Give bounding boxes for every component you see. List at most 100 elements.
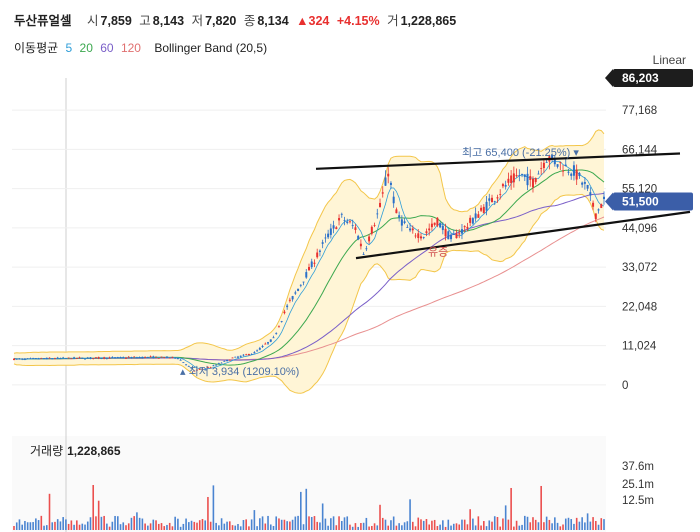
indicator-legend[interactable]: 이동평균 5 20 60 120 Bollinger Band (20,5) — [14, 39, 271, 56]
candle-body — [376, 213, 379, 215]
volume-bar — [442, 520, 444, 530]
candle-body — [351, 225, 354, 226]
volume-bar — [239, 526, 242, 530]
volume-bar — [32, 522, 34, 530]
volume-bar — [564, 518, 567, 530]
candle-body — [537, 173, 540, 175]
candle-body — [313, 262, 316, 264]
candle-body — [463, 226, 466, 228]
volume-bar — [379, 504, 381, 530]
candle-body — [354, 227, 357, 230]
volume-bar — [346, 516, 349, 530]
volume-bar — [354, 523, 357, 530]
candle-body — [261, 345, 264, 347]
candle-body — [425, 231, 428, 234]
candle-body — [343, 220, 346, 221]
candle-body — [103, 357, 106, 359]
volume-bar — [278, 518, 280, 530]
candle-body — [488, 198, 491, 201]
bollinger-upper-line — [13, 129, 605, 354]
volume-bar — [29, 522, 32, 530]
candle-body — [26, 358, 29, 360]
candle-body — [89, 357, 92, 359]
volume-bar — [411, 521, 414, 530]
candle-body — [452, 233, 455, 235]
candle-body — [165, 356, 168, 358]
volume-bar — [551, 523, 553, 530]
candle-body — [209, 367, 212, 369]
volume-bar — [496, 516, 499, 530]
close-label: 종 — [243, 14, 256, 28]
candle-body — [212, 365, 215, 367]
candle-body — [603, 196, 605, 200]
volume-bar — [422, 520, 425, 530]
candle-body — [242, 354, 245, 356]
y-tick-label: 11,024 — [622, 341, 657, 353]
volume-bar — [190, 520, 193, 530]
volume-bar — [447, 519, 450, 530]
volume-bar — [65, 519, 67, 530]
volume-bar — [248, 526, 250, 530]
low-annotation: ▴ 최저 3,934 (1209.10%) — [180, 365, 299, 378]
candle-body — [155, 356, 158, 358]
volume-bar — [37, 520, 40, 530]
candle-body — [196, 369, 199, 371]
stock-name: 두산퓨얼셀 — [14, 14, 72, 28]
volume-bar — [545, 516, 548, 530]
volume-bar — [485, 526, 488, 530]
candle-body — [34, 358, 37, 359]
candle-body — [272, 337, 275, 339]
volume-bar — [392, 516, 395, 530]
volume-bar — [332, 516, 335, 530]
candle-body — [335, 227, 338, 230]
candle-body — [518, 175, 521, 176]
volume-bar — [521, 524, 523, 530]
candle-body — [297, 288, 300, 291]
volume-bar — [163, 526, 166, 530]
candle-body — [403, 221, 406, 223]
candle-body — [15, 358, 18, 360]
volume-bar — [228, 521, 231, 530]
volume-bar — [283, 519, 286, 530]
volume-bar — [480, 525, 482, 530]
volume-bar — [510, 487, 512, 530]
current-price-tag-arrow — [605, 192, 613, 211]
volume-bar — [513, 526, 515, 530]
candle-body — [485, 201, 488, 211]
volume-bar — [144, 523, 146, 530]
volume-bar — [324, 518, 327, 530]
change-value: ▲324 — [296, 14, 330, 28]
ma-5: 5 — [65, 41, 73, 55]
candle-body — [111, 357, 114, 358]
candle-body — [575, 169, 578, 180]
close-value: 8,134 — [257, 14, 289, 28]
candle-body — [94, 357, 97, 359]
volume-bar — [425, 519, 428, 530]
volume-bar — [532, 517, 534, 530]
volume-bar — [35, 518, 37, 530]
volume-bar — [469, 509, 471, 530]
volume-bar — [231, 525, 234, 530]
candle-body — [586, 184, 589, 189]
candle-body — [570, 173, 573, 176]
bollinger-label: Bollinger Band (20,5) — [154, 41, 268, 55]
volume-bar — [406, 521, 409, 530]
volume-bar — [573, 523, 575, 530]
volume-bar — [581, 517, 583, 530]
volume-bar — [166, 524, 168, 530]
volume-bar — [523, 515, 526, 530]
open-value: 7,859 — [100, 14, 132, 28]
volume-bar — [592, 517, 594, 530]
volume-bar — [267, 515, 269, 530]
candle-body — [18, 358, 21, 360]
candle-body — [414, 235, 417, 237]
volume-bar — [444, 526, 447, 530]
candle-body — [504, 184, 507, 187]
candle-body — [119, 357, 122, 358]
volume-bar — [89, 517, 92, 530]
candle-body — [267, 342, 270, 344]
candle-body — [389, 182, 392, 185]
candle-body — [346, 221, 349, 223]
volume-bar — [575, 517, 578, 530]
